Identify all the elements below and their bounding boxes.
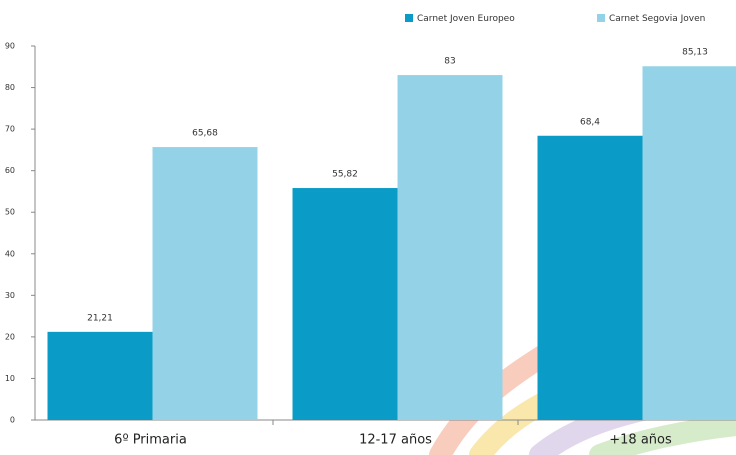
x-tick-label: 6º Primaria: [114, 433, 187, 448]
value-label: 85,13: [682, 48, 708, 58]
bar: [292, 188, 398, 420]
value-label: 65,68: [192, 129, 218, 139]
legend-swatch: [405, 14, 413, 22]
x-tick-label: +18 años: [609, 433, 672, 448]
y-tick-label: 80: [5, 83, 15, 92]
y-tick-label: 50: [5, 208, 15, 217]
y-tick-label: 10: [5, 374, 15, 383]
y-tick-label: 70: [5, 125, 15, 134]
y-tick-label: 0: [10, 416, 15, 425]
legend-label: Carnet Segovia Joven: [609, 14, 705, 24]
value-label: 68,4: [580, 117, 600, 127]
y-tick-label: 40: [5, 249, 15, 258]
value-label: 83: [444, 57, 455, 67]
bar: [397, 75, 503, 420]
x-tick-label: 12-17 años: [359, 433, 432, 448]
legend-label: Carnet Joven Europeo: [417, 14, 515, 24]
y-tick-label: 20: [5, 332, 15, 341]
value-label: 55,82: [332, 170, 358, 180]
bar: [152, 147, 258, 420]
plot-area: 0 10 20 30 40 50 60 70 80 90 6º Primaria 21,21 65,68…: [5, 14, 736, 448]
value-label: 21,21: [87, 313, 113, 323]
bar: [642, 66, 736, 421]
legend-swatch: [597, 14, 605, 22]
bar: [47, 331, 153, 420]
bar: [537, 135, 643, 420]
y-tick-label: 90: [5, 42, 15, 51]
y-tick-label: 60: [5, 166, 15, 175]
y-tick-label: 30: [5, 291, 15, 300]
